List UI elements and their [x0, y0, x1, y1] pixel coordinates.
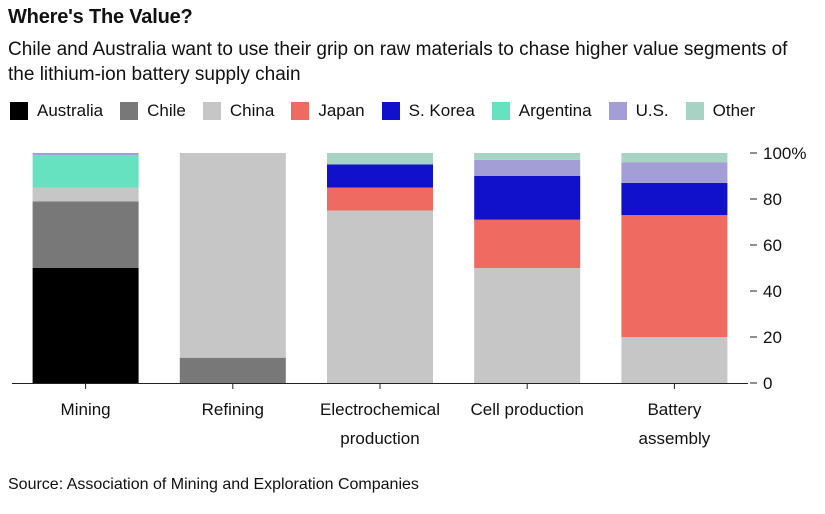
legend-label: Other — [712, 101, 756, 120]
bar-segment-s-korea — [327, 164, 433, 188]
legend-swatch — [491, 102, 510, 120]
bar-segment-other — [327, 153, 433, 165]
bar-segment-u-s — [474, 159, 581, 176]
legend-label: U.S. — [635, 101, 669, 120]
x-tick-label: Electrochemical — [320, 400, 440, 419]
bar-segment-australia — [32, 268, 139, 383]
bar-segment-china — [32, 187, 139, 202]
legend-item-argentina: Argentina — [491, 101, 592, 121]
legend-item-japan: Japan — [291, 101, 365, 121]
legend-swatch — [202, 102, 221, 120]
x-tick-label: assembly — [638, 429, 710, 448]
y-tick-label: 20 — [763, 328, 782, 347]
legend-swatch — [120, 102, 139, 120]
x-tick-label: Refining — [202, 400, 264, 419]
legend-label: Argentina — [518, 101, 592, 120]
bar-segment-other — [621, 153, 728, 163]
legend-swatch — [291, 102, 310, 120]
y-tick-label: 100% — [763, 144, 806, 163]
x-tick-label: production — [340, 429, 419, 448]
legend-swatch — [608, 102, 627, 120]
bar-segment-u-s — [32, 153, 139, 156]
y-tick-label: 80 — [763, 190, 782, 209]
legend-swatch — [685, 102, 704, 120]
bar-segment-s-korea — [621, 182, 728, 216]
legend-item-china: China — [202, 101, 275, 121]
legend-label: Chile — [147, 101, 186, 120]
x-tick-label: Battery — [647, 400, 701, 419]
x-tick-label: Mining — [61, 400, 111, 419]
bar-segment-s-korea — [474, 176, 581, 220]
legend-swatch — [10, 102, 28, 120]
bar-segment-japan — [327, 187, 433, 211]
bar-segment-chile — [32, 201, 139, 268]
bar-segment-argentina — [32, 155, 139, 188]
legend-item-australia: Australia — [10, 101, 103, 121]
legend-label: S. Korea — [408, 101, 475, 120]
legend-item-other: Other — [685, 101, 756, 121]
legend-label: Japan — [318, 101, 365, 120]
chart-subtitle: Chile and Australia want to use their gr… — [8, 39, 788, 85]
legend-swatch — [381, 102, 400, 120]
bar-segment-china — [327, 210, 433, 383]
source-note: Source: Association of Mining and Explor… — [8, 476, 419, 493]
x-tick-label: Cell production — [470, 400, 583, 419]
y-tick-label: 40 — [763, 282, 782, 301]
bar-segment-china — [474, 268, 581, 383]
chart-title: Where's The Value? — [8, 6, 193, 28]
bar-segment-china — [179, 153, 286, 358]
legend-label: China — [229, 101, 275, 120]
y-tick-label: 0 — [763, 374, 772, 393]
legend: Australia Chile China Japan S. Korea Argentin… — [10, 100, 755, 122]
bar-segment-u-s — [621, 162, 728, 183]
bar-segment-japan — [474, 219, 581, 268]
legend-label: Australia — [37, 101, 104, 120]
stacked-bar-chart: Mining Refining Electrochemical production C… — [12, 144, 806, 448]
bar-segment-chile — [179, 357, 286, 383]
legend-item-chile: Chile — [120, 101, 186, 121]
legend-item-s-korea: S. Korea — [381, 101, 475, 121]
bar-segment-japan — [621, 215, 728, 337]
bar-segment-china — [621, 337, 728, 383]
y-tick-label: 60 — [763, 236, 782, 255]
legend-item-u-s: U.S. — [608, 101, 669, 121]
bar-segment-other — [474, 153, 581, 160]
